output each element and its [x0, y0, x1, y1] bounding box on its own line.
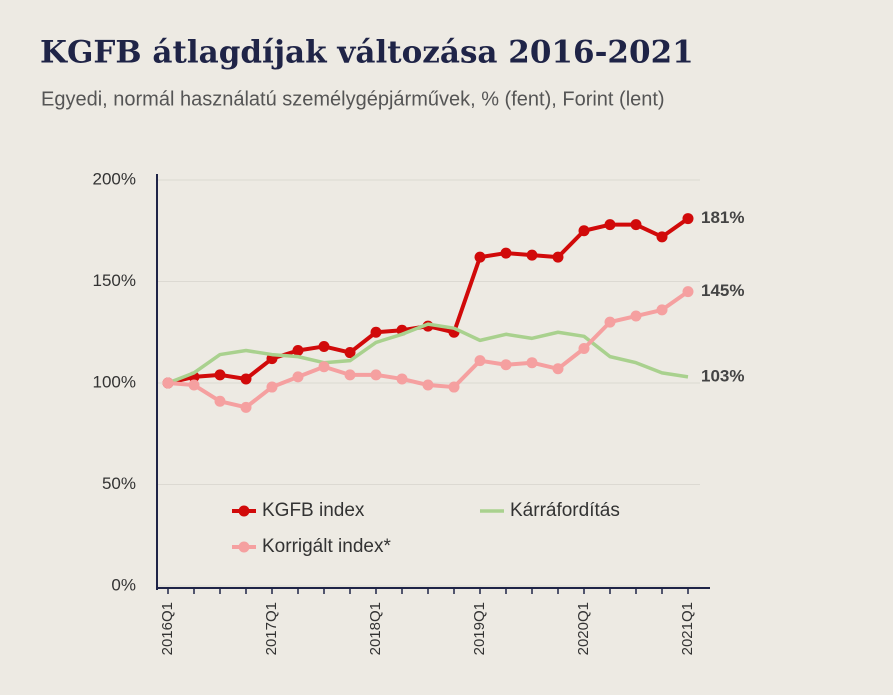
series-marker	[682, 213, 694, 225]
series-marker	[474, 355, 486, 367]
series-marker	[370, 326, 382, 338]
value-label: 103%	[701, 366, 744, 385]
series-marker	[214, 369, 226, 381]
value-label: 181%	[701, 208, 744, 227]
series-marker	[604, 316, 616, 328]
series-marker	[656, 231, 668, 243]
series-marker	[500, 359, 512, 371]
series-marker	[682, 286, 694, 298]
series-marker	[318, 340, 330, 352]
y-tick-label: 50%	[102, 474, 136, 493]
x-tick-label: 2018Q1	[367, 602, 384, 655]
y-tick-label: 100%	[93, 372, 136, 391]
series-marker	[630, 219, 642, 231]
x-tick-label: 2016Q1	[159, 602, 176, 655]
series-marker	[552, 363, 564, 375]
series-marker	[448, 381, 460, 393]
series-marker	[162, 377, 174, 389]
series-marker	[526, 249, 538, 261]
series-marker	[344, 347, 356, 359]
series-marker	[552, 251, 564, 263]
series-marker	[500, 247, 512, 259]
chart-title: KGFB átlagdíjak változása 2016-2021	[40, 35, 694, 71]
legend-marker	[238, 505, 250, 517]
y-tick-label: 150%	[93, 271, 136, 290]
series-marker	[578, 225, 590, 237]
series-marker	[344, 369, 356, 381]
legend-marker	[238, 541, 250, 553]
series-marker	[240, 401, 252, 413]
series-marker	[604, 219, 616, 231]
series-marker	[526, 357, 538, 369]
series-marker	[422, 379, 434, 391]
y-tick-label: 0%	[111, 575, 136, 594]
legend-label: Korrigált index*	[262, 536, 391, 557]
y-tick-label: 200%	[93, 169, 136, 188]
x-tick-label: 2021Q1	[679, 602, 696, 655]
chart-subtitle: Egyedi, normál használatú személygépjárm…	[41, 88, 665, 110]
series-marker	[656, 304, 668, 316]
legend-label: KGFB index	[262, 500, 365, 521]
series-marker	[370, 369, 382, 381]
series-marker	[630, 310, 642, 322]
series-marker	[292, 371, 304, 383]
series-marker	[292, 345, 304, 357]
series-marker	[266, 381, 278, 393]
series-marker	[240, 373, 252, 385]
series-marker	[396, 373, 408, 385]
x-tick-label: 2017Q1	[263, 602, 280, 655]
series-marker	[318, 361, 330, 373]
x-tick-label: 2019Q1	[471, 602, 488, 655]
series-marker	[474, 251, 486, 263]
series-line	[167, 322, 689, 385]
series-marker	[214, 395, 226, 407]
legend-label: Kárráfordítás	[510, 500, 620, 521]
series-marker	[188, 379, 200, 391]
series-marker	[578, 342, 590, 354]
x-tick-label: 2020Q1	[575, 602, 592, 655]
value-label: 145%	[701, 281, 744, 300]
